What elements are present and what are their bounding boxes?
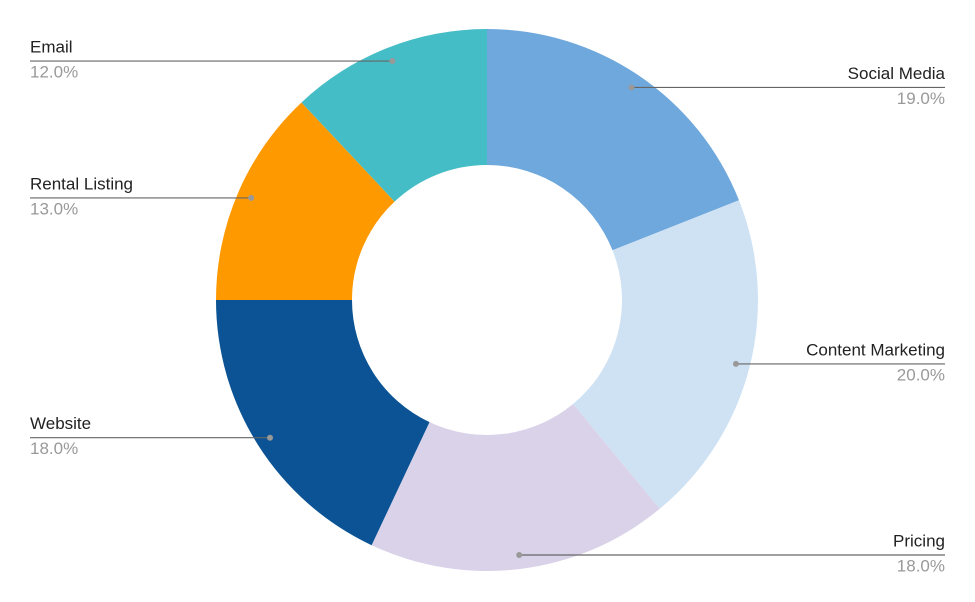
slice-value-label: 19.0% (897, 89, 945, 108)
donut-slice (371, 404, 660, 571)
donut-slice (216, 102, 395, 301)
leader-dot (389, 58, 396, 65)
slice-value-label: 18.0% (897, 556, 945, 575)
leader-dot (628, 84, 635, 91)
leader-dot (732, 360, 739, 367)
slice-label: Website (30, 414, 91, 433)
slice-value-label: 18.0% (30, 439, 78, 458)
donut-slice (573, 200, 758, 509)
slice-label: Content Marketing (806, 340, 945, 359)
leader-dot (267, 434, 274, 441)
slice-value-label: 13.0% (30, 199, 78, 218)
donut-slice (487, 29, 739, 251)
leader-dot (516, 551, 523, 558)
slice-label: Email (30, 38, 73, 57)
slice-value-label: 20.0% (897, 365, 945, 384)
slice-label: Social Media (848, 64, 946, 83)
slice-label: Pricing (893, 531, 945, 550)
slice-label: Rental Listing (30, 174, 133, 193)
donut-slice (301, 29, 487, 202)
leader-dot (248, 194, 255, 201)
donut-slice (215, 300, 430, 546)
slice-value-label: 12.0% (30, 63, 78, 82)
